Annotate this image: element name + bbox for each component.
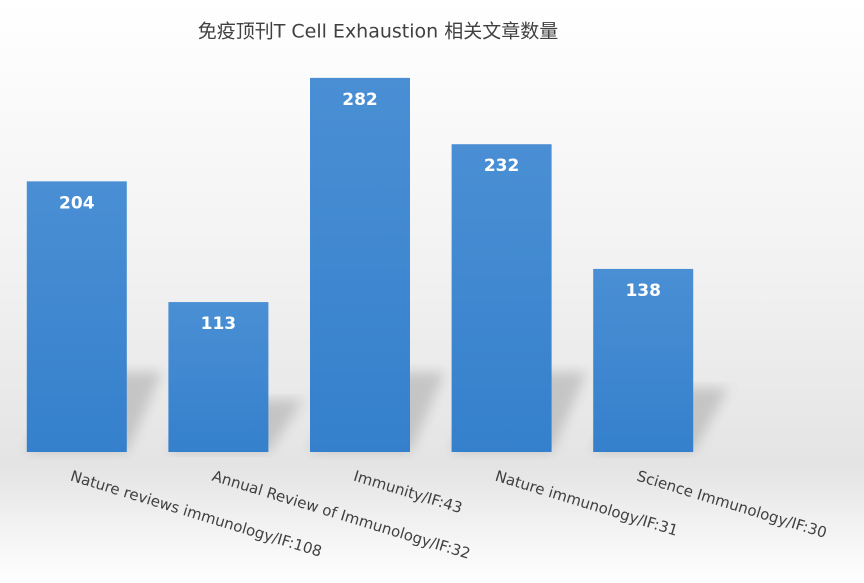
bar [26,181,127,453]
value-label: 282 [342,90,378,110]
value-label: 232 [484,156,520,176]
value-label: 204 [59,193,95,213]
bar [451,144,552,453]
chart-title: 免疫顶刊T Cell Exhaustion 相关文章数量 [198,21,559,43]
bar [593,268,694,452]
value-label: 138 [625,281,661,301]
bar [168,302,269,452]
value-label: 113 [201,314,237,334]
bar [310,77,410,452]
